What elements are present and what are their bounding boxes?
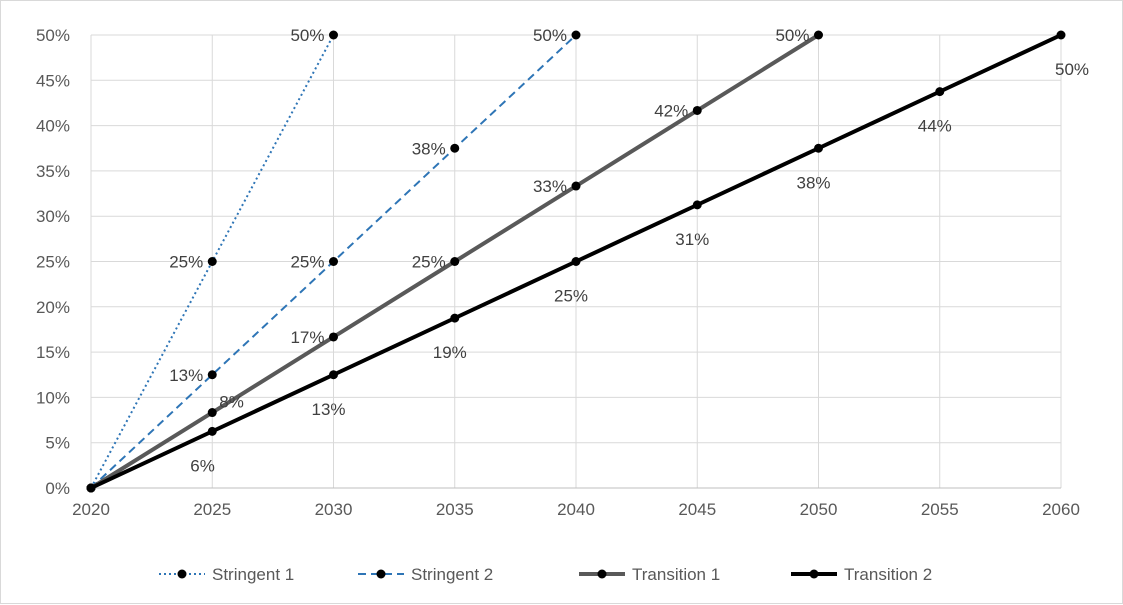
x-tick-label: 2030	[315, 500, 353, 519]
data-label: 8%	[219, 393, 244, 412]
y-tick-label: 5%	[45, 434, 70, 453]
data-point	[207, 370, 217, 380]
y-tick-label: 40%	[36, 117, 70, 136]
data-point	[450, 313, 460, 323]
data-label: 25%	[554, 287, 588, 306]
data-point	[450, 257, 460, 266]
y-tick-label: 35%	[36, 162, 70, 181]
legend-swatch-marker	[376, 569, 386, 579]
data-labels: 25% 50% 13% 25% 38% 50% 8% 17% 25% 33% 42% 50% 6% 13%…	[169, 26, 1089, 475]
data-label: 6%	[190, 456, 215, 475]
legend: Stringent 1 Stringent 2 Transition 1 Transi…	[159, 565, 932, 584]
y-tick-label: 15%	[36, 343, 70, 362]
y-tick-label: 30%	[36, 207, 70, 226]
data-point	[207, 257, 217, 266]
legend-label: Transition 2	[844, 565, 932, 584]
data-label: 50%	[533, 26, 567, 45]
data-point	[571, 181, 581, 191]
x-tick-label: 2025	[193, 500, 231, 519]
x-tick-label: 2045	[678, 500, 716, 519]
data-point	[814, 30, 823, 40]
data-point	[207, 408, 217, 418]
data-label: 50%	[290, 26, 324, 45]
data-point	[1056, 30, 1066, 40]
data-point	[935, 87, 945, 97]
data-label: 25%	[412, 253, 446, 272]
data-label: 38%	[797, 173, 831, 192]
legend-label: Transition 1	[632, 565, 720, 584]
x-tick-label: 2060	[1042, 500, 1080, 519]
data-point	[329, 257, 338, 266]
y-tick-label: 50%	[36, 26, 70, 45]
y-tick-label: 45%	[36, 71, 70, 90]
data-label: 38%	[412, 139, 446, 158]
data-label: 13%	[169, 366, 203, 385]
x-tick-label: 2040	[557, 500, 595, 519]
data-label: 31%	[675, 230, 709, 249]
data-point	[329, 370, 338, 380]
data-label: 17%	[290, 328, 324, 347]
legend-label: Stringent 2	[411, 565, 493, 584]
legend-swatch-marker	[809, 569, 819, 579]
series-lines	[86, 30, 1066, 493]
x-tick-label: 2055	[921, 500, 959, 519]
data-point	[571, 257, 581, 266]
data-label: 33%	[533, 177, 567, 196]
data-label: 25%	[169, 253, 203, 272]
x-tick-label: 2050	[800, 500, 838, 519]
data-point	[450, 143, 460, 153]
x-tick-label: 2020	[72, 500, 110, 519]
data-label: 25%	[290, 253, 324, 272]
y-tick-label: 20%	[36, 298, 70, 317]
data-label: 19%	[433, 343, 467, 362]
data-point	[207, 426, 217, 436]
y-tick-label: 10%	[36, 388, 70, 407]
y-tick-label: 25%	[36, 253, 70, 272]
x-tick-label: 2035	[436, 500, 474, 519]
data-label: 44%	[918, 117, 952, 136]
data-point	[692, 105, 702, 115]
data-label: 50%	[1055, 60, 1089, 79]
data-label: 42%	[654, 101, 688, 120]
data-point	[814, 143, 823, 153]
data-point	[692, 200, 702, 210]
legend-swatch-marker	[177, 569, 187, 579]
axes: 2020 2025 2030 2035 2040 2045 2050 2055 2060 0% 5%…	[36, 26, 1080, 519]
data-point	[329, 332, 338, 342]
data-label: 13%	[312, 400, 346, 419]
data-label: 50%	[775, 26, 809, 45]
legend-label: Stringent 1	[212, 565, 294, 584]
data-point	[86, 483, 96, 493]
data-point	[571, 30, 581, 40]
legend-swatch-marker	[597, 569, 607, 579]
data-point	[329, 30, 338, 40]
y-tick-label: 0%	[45, 479, 70, 498]
